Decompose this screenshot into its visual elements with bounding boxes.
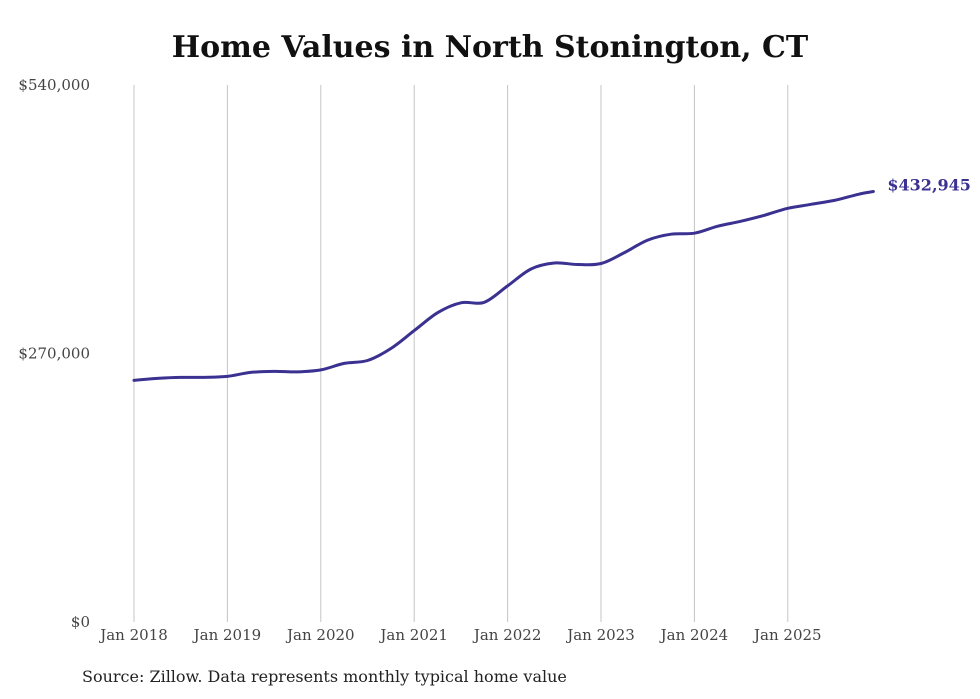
y-tick-label-2: $540,000 — [18, 76, 90, 94]
value-label-layer: $432,945 — [887, 175, 971, 194]
x-tick-label-2018: Jan 2018 — [98, 626, 168, 644]
y-axis-ticks: $0 $270,000 $540,000 — [18, 76, 90, 631]
gridlines — [133, 85, 789, 622]
x-axis-ticks: Jan 2018 Jan 2019 Jan 2020 Jan 2021 Jan 2022… — [98, 626, 821, 644]
x-tick-label-2022: Jan 2022 — [472, 626, 542, 644]
source-note: Source: Zillow. Data represents monthly … — [82, 667, 567, 686]
chart-title: Home Values in North Stonington, CT — [171, 30, 809, 65]
series-layer — [132, 190, 875, 382]
series-line-home-value — [132, 190, 875, 382]
x-tick-label-2019: Jan 2019 — [192, 626, 262, 644]
y-tick-label-1: $270,000 — [18, 345, 90, 363]
last-value-label: $432,945 — [887, 175, 971, 194]
x-tick-label-2025: Jan 2025 — [752, 626, 822, 644]
x-tick-label-2020: Jan 2020 — [285, 626, 355, 644]
x-tick-label-2023: Jan 2023 — [565, 626, 635, 644]
x-tick-label-2024: Jan 2024 — [659, 626, 729, 644]
y-tick-label-0: $0 — [71, 613, 90, 631]
x-tick-label-2021: Jan 2021 — [378, 626, 448, 644]
